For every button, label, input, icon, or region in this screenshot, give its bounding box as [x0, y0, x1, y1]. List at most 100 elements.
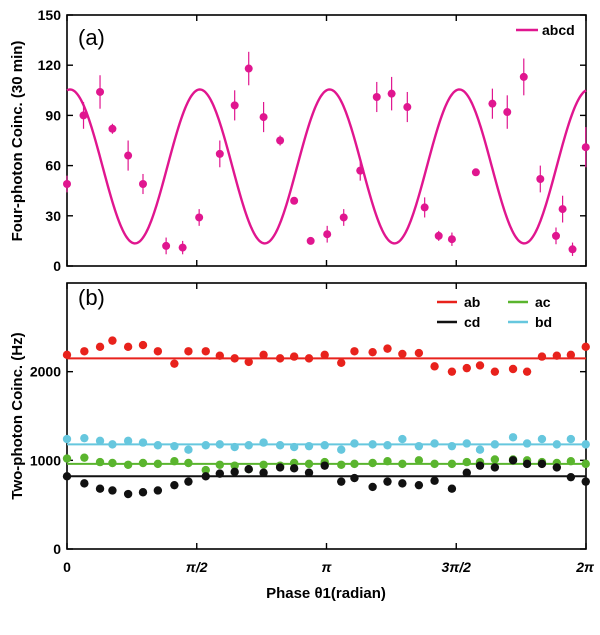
data-point-ac [259, 460, 268, 469]
data-point-cd [123, 489, 133, 499]
data-point-ab [566, 350, 576, 360]
data-point-ac [138, 458, 148, 468]
data-point-bd [383, 441, 392, 450]
data-point-abcd [387, 89, 396, 98]
data-point-abcd [259, 113, 268, 122]
data-point-ac [184, 458, 193, 468]
data-point-abcd [339, 213, 348, 222]
data-point-bd [552, 440, 562, 449]
data-point-bd [259, 438, 268, 447]
data-point-cd [138, 488, 148, 497]
data-point-ac [215, 460, 225, 469]
legend-label-ac: ac [535, 294, 551, 310]
data-point-ac [153, 459, 163, 469]
panel-a-frame [66, 14, 587, 267]
data-point-ab [138, 340, 148, 350]
data-point-ac [398, 459, 407, 469]
data-point-ab [184, 347, 193, 356]
data-point-bd [414, 441, 424, 451]
data-point-bd [153, 441, 163, 450]
panel-b-label: (b) [78, 285, 105, 310]
fit-curve-abcd [66, 88, 587, 245]
data-point-bd [581, 440, 590, 449]
data-point-ac [447, 459, 457, 469]
data-point-ac [201, 465, 210, 475]
data-point-ab [508, 364, 518, 374]
data-point-ab [123, 342, 133, 352]
data-point-ab [490, 367, 500, 376]
data-point-bd [123, 436, 133, 446]
data-point-ab [259, 350, 268, 360]
data-point-ab [552, 351, 562, 360]
panel-a-ylabel: Four-photon Coinc. (30 min) [9, 41, 26, 242]
data-point-cd [62, 472, 72, 481]
data-point-abcd [558, 205, 567, 214]
x-tick-label: 0 [63, 559, 71, 575]
panel-b-ticks: 0 1000 2000 0 π/2 π 3π/2 2π [30, 283, 595, 575]
data-point-ab [581, 342, 590, 352]
data-point-ac [581, 459, 590, 469]
data-point-ab [108, 336, 117, 345]
data-point-ac [350, 459, 359, 469]
panel-a-ytick-label: 0 [53, 258, 61, 274]
data-point-ac [123, 460, 133, 469]
data-point-ac [414, 456, 424, 465]
data-point-ab [430, 362, 439, 371]
panel-a-ytick-label: 60 [45, 158, 61, 174]
data-point-ab [368, 347, 377, 357]
x-tick-label: π [322, 559, 333, 575]
data-point-cd [108, 486, 117, 495]
data-point-bd [398, 434, 407, 444]
data-point-ab [153, 347, 163, 356]
data-point-cd [80, 479, 89, 488]
data-point-cd [537, 459, 547, 469]
data-point-ab [447, 367, 457, 376]
data-point-cd [304, 468, 314, 477]
panel-a-points [63, 64, 590, 254]
data-point-abcd [519, 72, 528, 81]
data-point-cd [170, 480, 179, 490]
data-point-ac [230, 461, 239, 470]
data-point-abcd [162, 241, 171, 250]
data-point-ab [320, 350, 329, 360]
data-point-abcd [178, 243, 187, 252]
data-point-bd [215, 440, 225, 449]
data-point-bd [304, 441, 314, 451]
legend-label-ab: ab [464, 294, 480, 310]
data-point-abcd [215, 149, 224, 158]
data-point-bd [508, 433, 518, 442]
data-point-bd [462, 439, 471, 448]
data-point-abcd [403, 103, 412, 112]
data-point-ab [383, 344, 392, 353]
data-point-ab [215, 351, 225, 360]
data-point-abcd [290, 196, 299, 205]
panel-b-legend: ab ac cd bd [437, 294, 552, 330]
data-point-cd [230, 467, 239, 477]
data-point-bd [138, 438, 148, 447]
panel-a-ytick-label: 150 [38, 7, 62, 23]
data-point-cd [289, 464, 299, 473]
data-point-abcd [581, 143, 590, 152]
panel-a-error-bars [66, 51, 587, 256]
data-point-abcd [356, 166, 365, 175]
x-axis-label: Phase θ1(radian) [266, 585, 386, 602]
x-tick-label: π/2 [186, 559, 208, 575]
panel-a-ticks: 0 30 60 90 120 150 [38, 7, 587, 274]
legend-label-bd: bd [535, 314, 552, 330]
data-point-bd [275, 441, 285, 450]
data-point-bd [80, 433, 89, 443]
panel-b-ylabel: Two-photon Coinc. (Hz) [9, 332, 26, 499]
data-point-abcd [447, 235, 456, 244]
data-point-cd [566, 472, 576, 482]
data-point-abcd [276, 136, 285, 145]
data-point-ab [244, 357, 253, 367]
x-tick-label: 3π/2 [442, 559, 472, 575]
data-point-ab [62, 350, 72, 360]
data-point-ac [566, 457, 576, 466]
data-point-ab [275, 354, 285, 363]
data-point-cd [215, 469, 225, 478]
data-point-ab [462, 363, 471, 373]
data-point-cd [398, 479, 407, 488]
data-point-abcd [471, 168, 480, 177]
data-point-cd [337, 477, 346, 486]
